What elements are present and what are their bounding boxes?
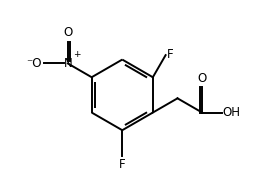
- Text: +: +: [73, 50, 81, 59]
- Text: OH: OH: [223, 106, 241, 119]
- Text: N: N: [63, 57, 72, 70]
- Text: O: O: [63, 26, 73, 39]
- Text: O: O: [197, 72, 207, 85]
- Text: F: F: [167, 48, 174, 61]
- Text: F: F: [119, 158, 126, 171]
- Text: ⁻O: ⁻O: [26, 57, 41, 70]
